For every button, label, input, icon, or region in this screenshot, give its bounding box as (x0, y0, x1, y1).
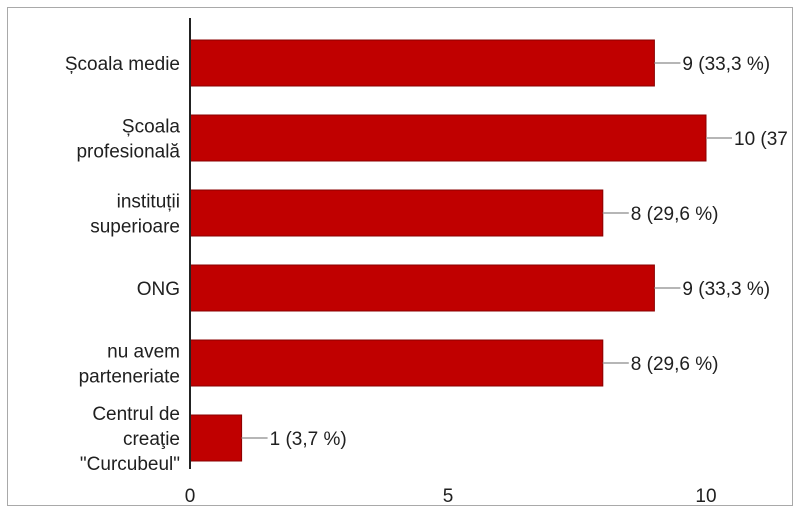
bar-chart: 9 (33,3 %) Școala medie 10 (37 %) Școala pro… (8, 8, 793, 506)
bar (190, 190, 603, 236)
data-label: 10 (37 %) (734, 129, 793, 150)
bar (190, 340, 603, 386)
data-label: 9 (33,3 %) (682, 279, 770, 300)
bar (190, 40, 654, 86)
category-label: parteneriate (79, 367, 180, 388)
category-label: ONG (137, 279, 180, 300)
bar (190, 115, 706, 161)
category-label: creaţie (123, 429, 180, 450)
data-label: 8 (29,6 %) (631, 354, 719, 375)
data-label: 8 (29,6 %) (631, 204, 719, 225)
category-label: Centrul de (92, 404, 180, 425)
chart-frame: 9 (33,3 %) Școala medie 10 (37 %) Școala pro… (7, 7, 793, 506)
category-label: "Curcubeul" (80, 454, 180, 475)
x-tick-label: 10 (695, 486, 716, 506)
bar (190, 415, 242, 461)
category-label: Școala medie (65, 54, 180, 75)
category-label: profesională (76, 142, 180, 163)
x-tick-label: 5 (443, 486, 454, 506)
category-label: superioare (90, 217, 180, 238)
bar (190, 265, 654, 311)
data-label: 9 (33,3 %) (682, 54, 770, 75)
category-label: nu avem (107, 342, 180, 363)
category-label: Școala (122, 117, 181, 138)
category-label: instituții (117, 192, 180, 213)
data-label: 1 (3,7 %) (270, 429, 347, 450)
x-tick-label: 0 (185, 486, 196, 506)
